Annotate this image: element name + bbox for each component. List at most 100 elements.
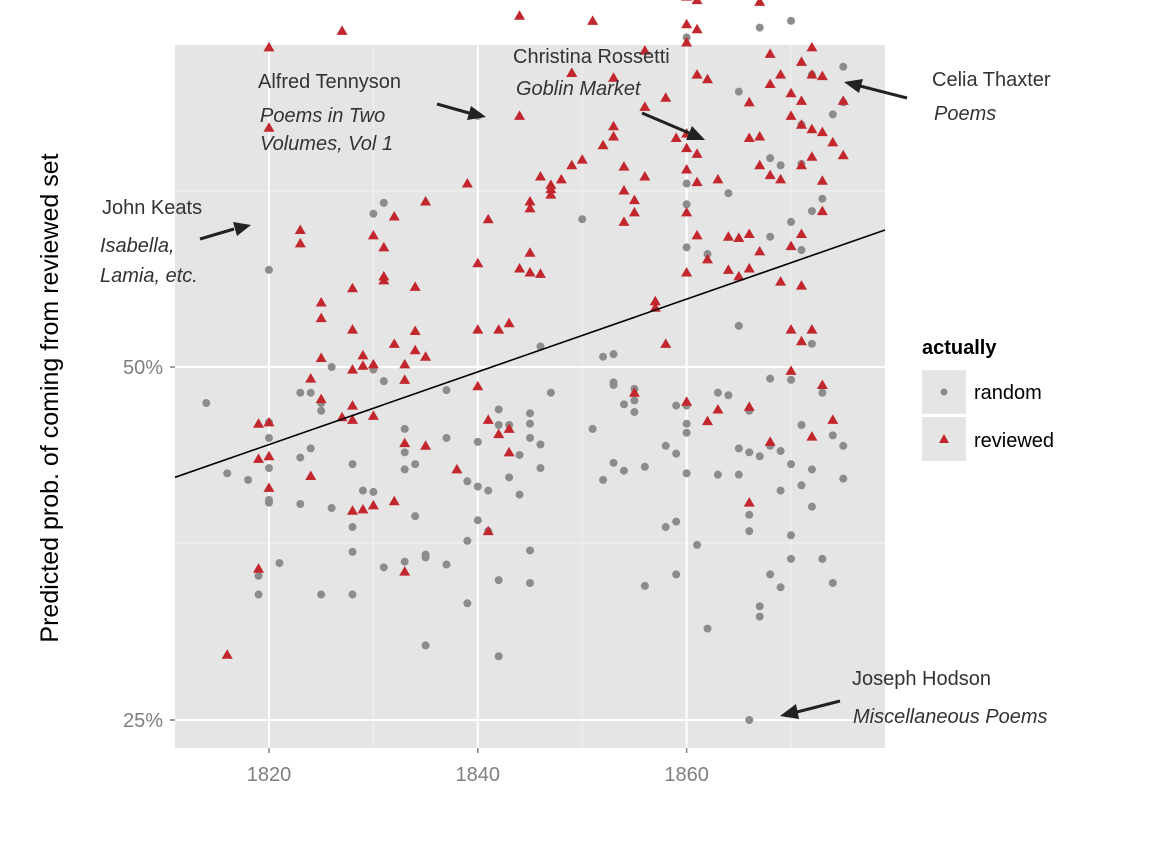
data-point-reviewed [399, 358, 411, 369]
data-point-reviewed [388, 495, 400, 506]
legend-reviewed-icon [939, 434, 949, 443]
data-point-reviewed [702, 73, 713, 84]
data-point-random [672, 517, 681, 526]
data-point-random [473, 516, 482, 525]
data-point-random [442, 560, 451, 569]
data-point-random [348, 547, 357, 556]
data-point-random [682, 419, 691, 428]
data-point-reviewed [618, 161, 630, 171]
data-point-reviewed [827, 136, 839, 147]
data-point-random [223, 469, 232, 478]
x-tick-label: 1820 [247, 764, 292, 786]
data-point-random [807, 207, 816, 216]
data-point-random [682, 469, 691, 478]
data-point-random [839, 441, 848, 450]
data-point-reviewed [785, 240, 797, 251]
data-point-reviewed [660, 338, 672, 348]
data-point-reviewed [566, 67, 578, 78]
data-point-reviewed [691, 229, 703, 240]
data-point-reviewed [420, 351, 432, 361]
arrow-head-icon [467, 106, 486, 120]
trend-line [174, 229, 886, 479]
data-point-random [369, 487, 378, 496]
data-point-random [317, 406, 326, 415]
data-point-random [839, 62, 848, 71]
data-point-random [275, 559, 284, 568]
data-point-reviewed [378, 241, 390, 252]
data-point-random [526, 433, 534, 442]
data-point-random [713, 470, 722, 479]
data-point-random [463, 599, 472, 608]
data-point-reviewed [628, 387, 640, 397]
legend-random-icon [940, 388, 948, 396]
data-point-random [755, 612, 764, 621]
data-point-reviewed [503, 446, 515, 457]
data-point-random [296, 388, 305, 397]
data-point-random [640, 462, 649, 471]
annotation-rossetti: Christina Rossetti Goblin Market [513, 46, 705, 140]
data-point-random [400, 424, 409, 433]
annotation-arrow [436, 102, 470, 115]
data-point-reviewed [336, 25, 348, 35]
annotation-arrow [199, 227, 235, 241]
data-point-random [661, 523, 670, 532]
data-point-random [306, 388, 315, 397]
data-point-random [264, 265, 273, 274]
data-point-reviewed [420, 195, 432, 206]
annotation-thaxter: Celia Thaxter Poems [844, 69, 1051, 125]
legend-entry-reviewed: reviewed [974, 430, 1054, 452]
data-point-random [619, 400, 628, 409]
data-point-reviewed [503, 423, 515, 433]
data-point-reviewed [764, 169, 776, 180]
data-point-reviewed [628, 194, 640, 205]
data-point-reviewed [691, 0, 703, 5]
data-point-reviewed [691, 23, 703, 34]
data-point-random [379, 563, 388, 572]
data-point-reviewed [545, 183, 557, 194]
data-point-reviewed [681, 267, 693, 277]
data-point-reviewed [388, 338, 400, 348]
annotation-work: Poems [934, 103, 996, 125]
data-point-random [807, 465, 816, 474]
data-point-random [828, 578, 837, 587]
data-point-reviewed [566, 159, 578, 170]
data-point-random [703, 624, 712, 633]
data-point-reviewed [618, 184, 630, 195]
data-point-reviewed [722, 231, 734, 241]
data-point-reviewed [597, 139, 609, 150]
data-point-reviewed [482, 525, 494, 536]
data-point-reviewed [743, 228, 755, 239]
data-point-reviewed [253, 453, 265, 463]
data-point-reviewed [409, 344, 421, 355]
data-point-random [505, 473, 514, 482]
annotation-tennyson: Alfred Tennyson Poems in Two Volumes, Vo… [258, 71, 486, 155]
annotation-name: Joseph Hodson [852, 668, 991, 690]
data-point-reviewed [451, 463, 463, 474]
x-axis-ticks: 1820 1840 1860 [247, 748, 709, 786]
data-point-random [807, 502, 816, 511]
data-point-reviewed [608, 120, 620, 131]
data-point-reviewed [347, 414, 358, 424]
data-point-random [379, 377, 388, 386]
data-point-random [724, 391, 733, 400]
data-point-reviewed [315, 297, 327, 307]
data-point-random [745, 527, 754, 536]
data-point-random [515, 490, 524, 499]
data-point-reviewed [775, 276, 787, 286]
data-point-random [693, 540, 702, 549]
data-point-reviewed [649, 295, 661, 306]
data-point-random [526, 578, 534, 587]
data-point-random [609, 350, 618, 359]
data-point-reviewed [795, 335, 807, 346]
data-point-reviewed [764, 78, 776, 88]
y-axis-label: Predicted prob. of coming from reviewed … [36, 153, 64, 642]
data-point-reviewed [816, 175, 828, 185]
data-point-reviewed [702, 253, 713, 264]
data-point-reviewed [764, 436, 776, 446]
data-point-reviewed [315, 393, 327, 404]
data-point-reviewed [681, 37, 693, 47]
annotation-arrow [641, 111, 690, 135]
data-point-random [463, 536, 472, 545]
data-point-random [536, 342, 545, 351]
